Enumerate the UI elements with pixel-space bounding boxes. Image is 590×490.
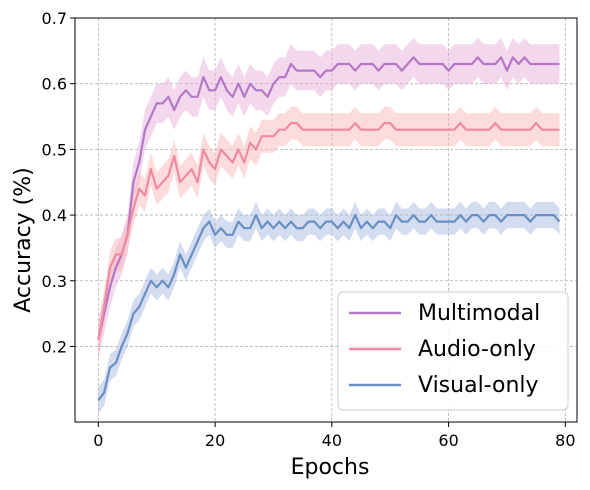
line-audio-only bbox=[97, 121, 560, 341]
legend: Multimodal Audio-only Visual-only bbox=[337, 291, 569, 411]
legend-label-visual-only: Visual-only bbox=[418, 373, 539, 398]
y-tick-label: 0.2 bbox=[42, 337, 67, 356]
plot-frame bbox=[74, 17, 578, 423]
y-tick-label: 0.7 bbox=[42, 9, 67, 28]
confidence-bands bbox=[98, 37, 560, 414]
y-axis-title: Accuracy (%) bbox=[11, 167, 36, 313]
y-tick-label: 0.4 bbox=[42, 206, 67, 225]
band-visual-only bbox=[98, 201, 560, 414]
y-tick-label: 0.5 bbox=[42, 140, 67, 159]
x-tick-label: 40 bbox=[322, 431, 342, 450]
x-tick-label: 80 bbox=[555, 431, 575, 450]
x-tick-label: 20 bbox=[205, 431, 225, 450]
x-tick-label: 60 bbox=[438, 431, 458, 450]
legend-box bbox=[337, 291, 569, 411]
y-tick-label: 0.3 bbox=[42, 272, 67, 291]
line-multimodal bbox=[97, 56, 560, 341]
series-lines bbox=[97, 56, 561, 401]
x-tick-label: 0 bbox=[93, 431, 103, 450]
legend-label-audio-only: Audio-only bbox=[418, 337, 536, 362]
band-multimodal bbox=[98, 37, 560, 360]
x-axis-title: Epochs bbox=[291, 455, 370, 480]
axis-ticks: 0 20 40 60 80 0.2 0.3 0.4 0.5 0.6 0.7 bbox=[42, 9, 576, 450]
y-tick-label: 0.6 bbox=[42, 75, 67, 94]
band-audio-only bbox=[98, 106, 560, 357]
line-visual-only bbox=[97, 214, 561, 401]
legend-label-multimodal: Multimodal bbox=[418, 301, 540, 326]
